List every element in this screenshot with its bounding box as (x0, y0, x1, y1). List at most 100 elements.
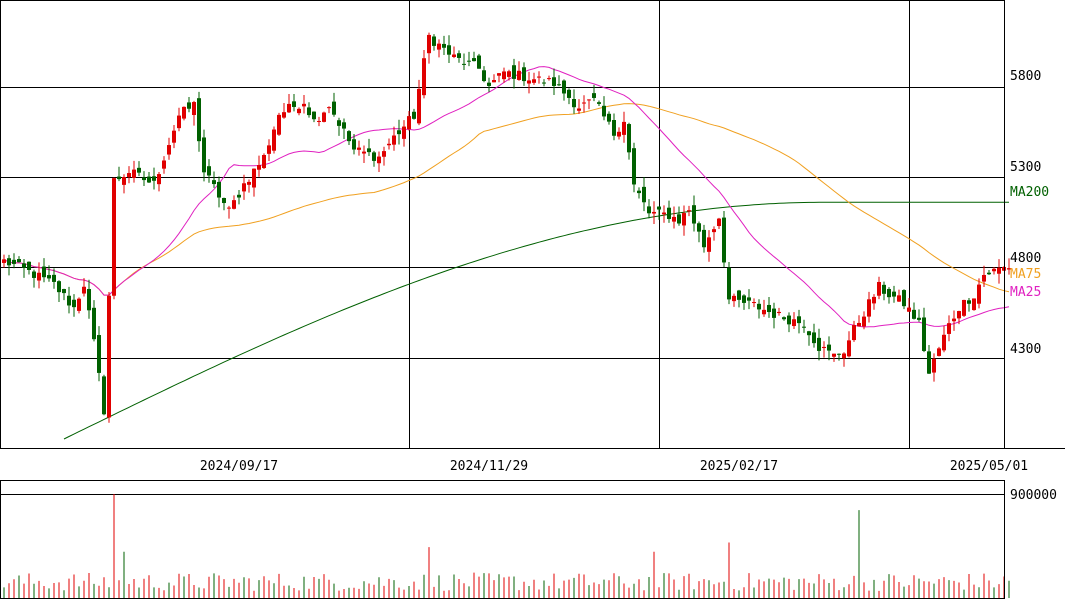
candle-body (632, 148, 636, 185)
candle-body (647, 206, 651, 214)
candle-body (97, 335, 101, 373)
candle-body (497, 73, 501, 76)
candle-body (52, 274, 56, 282)
volume-panel-frame (0, 480, 1005, 599)
candle-body (487, 82, 491, 86)
candle-body (662, 212, 666, 215)
candle-body (997, 267, 1001, 274)
candle-body (777, 311, 781, 314)
candle-body (562, 80, 566, 94)
candle-body (322, 112, 326, 122)
candle-body (522, 67, 526, 82)
volume-tick-label: 900000 (1010, 488, 1057, 503)
candle-body (152, 176, 156, 181)
candle-body (232, 200, 236, 209)
candle-body (612, 120, 616, 136)
x-tick-label-2: 2025/02/17 (700, 459, 778, 474)
candle-body (977, 284, 981, 304)
candle-body (377, 156, 381, 164)
candle-body (427, 34, 431, 54)
candle-body (457, 53, 461, 58)
candle-body (47, 275, 51, 279)
candle-body (37, 272, 41, 281)
candle-body (957, 311, 961, 319)
candle-body (617, 131, 621, 137)
candle-body (567, 89, 571, 98)
candle-body (982, 274, 986, 282)
candle-body (797, 316, 801, 324)
candle-body (927, 351, 931, 374)
candle-body (482, 70, 486, 82)
candle-body (292, 101, 296, 107)
candle-body (312, 111, 316, 120)
candle-body (42, 266, 46, 278)
candle-body (27, 261, 31, 270)
candle-body (842, 353, 846, 359)
candle-body (657, 206, 661, 210)
ma25-line (3, 66, 1010, 328)
candle-body (817, 337, 821, 351)
candle-body (847, 340, 851, 357)
candle-body (362, 151, 366, 154)
candle-body (397, 130, 401, 135)
candle-body (327, 107, 331, 109)
candle-body (402, 126, 406, 139)
candle-body (917, 317, 921, 320)
candle-body (942, 334, 946, 351)
candle-body (132, 169, 136, 178)
candle-body (102, 376, 106, 415)
candle-body (507, 71, 511, 77)
candle-body (887, 288, 891, 298)
candle-body (762, 309, 766, 315)
candle-body (542, 82, 546, 84)
candle-body (287, 103, 291, 113)
candle-body (167, 145, 171, 155)
candle-body (907, 307, 911, 312)
candle-body (382, 151, 386, 157)
y-tick-label-4800: 4800 (1010, 251, 1041, 266)
candle-body (812, 332, 816, 344)
candle-body (827, 344, 831, 351)
candle-body (512, 65, 516, 79)
candle-body (302, 103, 306, 107)
candle-body (872, 296, 876, 304)
candle-body (2, 259, 6, 263)
candle-body (472, 58, 476, 62)
ma75-line (3, 103, 1010, 296)
candle-body (357, 147, 361, 150)
candle-body (332, 101, 336, 115)
candle-body (602, 105, 606, 117)
candle-body (607, 113, 611, 122)
candle-body (347, 131, 351, 142)
candle-body (727, 267, 731, 300)
candle-body (502, 71, 506, 80)
candle-body (342, 122, 346, 129)
candle-body (587, 99, 591, 101)
legend-ma75: MA75 (1010, 267, 1041, 282)
candle-body (722, 217, 726, 263)
candle-body (962, 299, 966, 316)
candle-body (137, 167, 141, 173)
candle-body (202, 137, 206, 173)
candle-body (737, 290, 741, 300)
candle-body (462, 63, 466, 65)
candle-body (572, 99, 576, 108)
candle-body (642, 186, 646, 203)
candle-body (682, 213, 686, 226)
candle-body (867, 299, 871, 317)
x-tick-label-3: 2025/05/01 (950, 459, 1028, 474)
candle-body (992, 268, 996, 272)
candle-body (122, 177, 126, 185)
candle-body (127, 173, 131, 178)
candle-body (557, 84, 561, 86)
candle-body (252, 168, 256, 188)
candle-body (742, 295, 746, 303)
candle-body (807, 331, 811, 336)
ma200-line (63, 201, 1009, 440)
candle-body (257, 165, 261, 170)
candle-body (652, 211, 656, 214)
candle-body (717, 218, 721, 227)
candle-body (162, 160, 166, 169)
candle-body (947, 323, 951, 334)
